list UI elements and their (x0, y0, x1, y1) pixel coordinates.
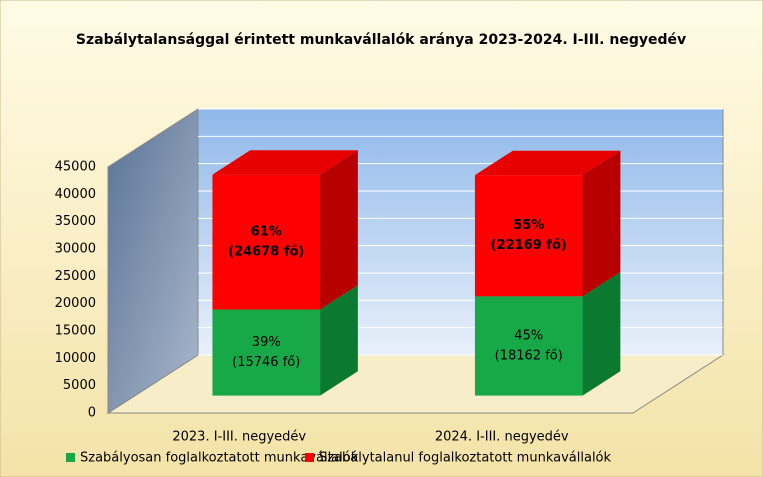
y-tick-label: 0 (88, 406, 96, 421)
legend-swatch (66, 453, 75, 462)
legend-label: Szabályosan foglalkoztatott munkavállaló… (80, 451, 359, 466)
x-tick-label: 2023. I-III. negyedév (172, 430, 306, 445)
y-tick-label: 5000 (63, 378, 96, 393)
data-label: (24678 fő) (228, 245, 304, 260)
y-tick-label: 15000 (55, 324, 96, 339)
y-tick-label: 45000 (55, 160, 96, 175)
bar-side (320, 150, 358, 310)
y-tick-label: 10000 (55, 351, 96, 366)
y-tick-label: 20000 (55, 296, 96, 311)
bar (474, 296, 583, 396)
chart-title: Szabálytalansággal érintett munkavállaló… (76, 32, 686, 48)
bar-side (320, 285, 358, 396)
x-tick-label: 2024. I-III. negyedév (435, 430, 569, 445)
data-label: 45% (514, 328, 543, 343)
data-label: (18162 fő) (495, 348, 563, 363)
data-label: 61% (251, 225, 282, 240)
bar (212, 309, 321, 396)
y-tick-label: 25000 (55, 269, 96, 284)
data-label: (22169 fő) (491, 238, 567, 253)
legend-label: Szabálytalanul foglalkoztatott munkaváll… (319, 451, 612, 466)
y-tick-label: 40000 (55, 187, 96, 202)
bar-side (582, 150, 621, 297)
bar-side (582, 271, 621, 396)
y-tick-label: 30000 (55, 242, 96, 257)
bar-top (212, 150, 358, 175)
data-label: 39% (252, 335, 281, 350)
data-label: (15746 fő) (232, 355, 300, 370)
legend-swatch (305, 453, 314, 462)
bar (212, 174, 321, 310)
bar-top (474, 150, 621, 176)
y-tick-label: 35000 (55, 214, 96, 229)
bar (474, 175, 583, 297)
floor (106, 354, 725, 414)
data-label: 55% (513, 218, 544, 233)
